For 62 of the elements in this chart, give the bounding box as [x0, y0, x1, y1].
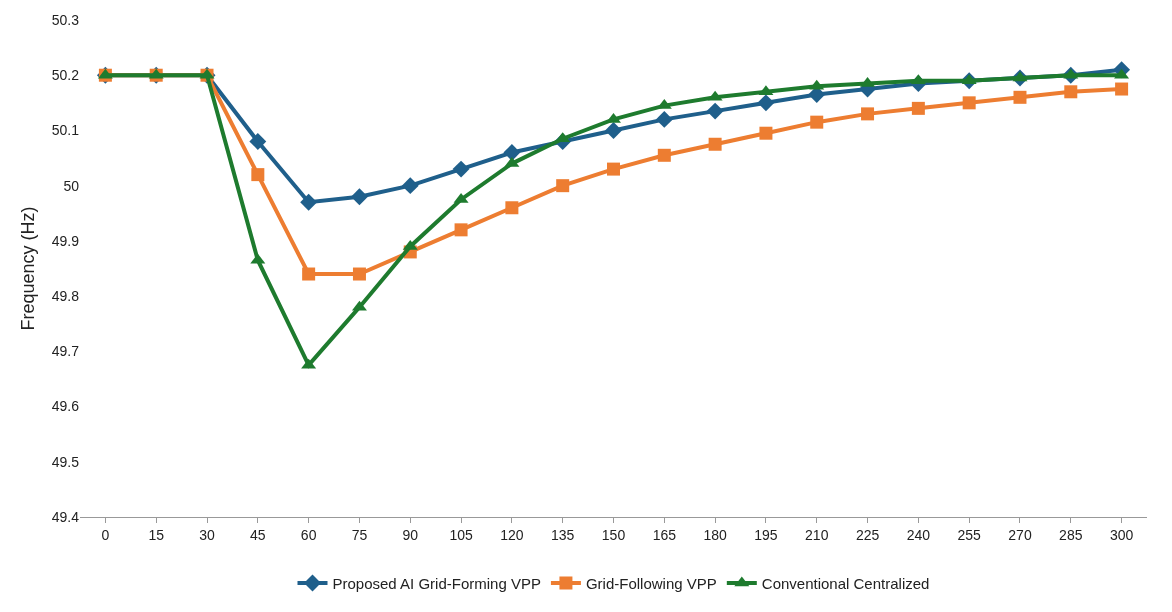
y-tick-label: 50.2: [51, 67, 80, 84]
y-tick-label: 49.9: [51, 232, 80, 249]
point: [505, 201, 519, 215]
y-tick-label: 49.4: [51, 508, 80, 525]
point: [351, 188, 368, 206]
point: [302, 267, 316, 281]
point: [251, 168, 265, 182]
y-tick-label: 50.1: [51, 122, 80, 139]
legend-label: Proposed AI Grid-Forming VPP: [332, 574, 541, 592]
point: [759, 126, 773, 140]
x-tick-label: 240: [906, 526, 931, 543]
x-tick-label: 15: [148, 526, 165, 543]
x-tick-label: 210: [805, 526, 829, 543]
y-tick-label: 49.8: [51, 288, 80, 305]
point: [503, 144, 521, 161]
x-tick-label: 0: [101, 526, 110, 543]
y-tick-label: 49.5: [51, 453, 80, 470]
x-tick-label: 45: [250, 526, 266, 543]
y-axis-title: Frequency (Hz): [18, 206, 38, 331]
point: [300, 193, 318, 211]
x-tick-label: 30: [199, 526, 216, 543]
x-tick-label: 60: [300, 526, 317, 543]
x-tick-label: 120: [500, 526, 524, 543]
y-tick-label: 50.3: [51, 11, 80, 28]
point: [1013, 90, 1027, 104]
x-tick-label: 150: [601, 526, 626, 543]
y-tick-label: 49.7: [51, 343, 80, 360]
y-tick-label: 49.6: [51, 398, 80, 415]
point: [657, 148, 671, 162]
point: [605, 121, 622, 139]
x-tick-label: 135: [551, 526, 575, 543]
point: [708, 137, 722, 151]
x-tick-label: 285: [1059, 526, 1083, 543]
point: [454, 223, 468, 237]
point: [1115, 82, 1129, 96]
point: [249, 133, 267, 150]
point: [911, 101, 925, 115]
x-tick-label: 300: [1109, 526, 1134, 543]
point: [655, 110, 673, 128]
y-tick-label: 50: [63, 177, 80, 194]
point: [352, 267, 366, 281]
point: [1064, 85, 1078, 99]
legend-label: Grid-Following VPP: [585, 574, 717, 592]
point: [401, 177, 419, 195]
x-tick-label: 270: [1008, 526, 1032, 543]
legend-label: Conventional Centralized: [761, 574, 930, 592]
x-tick-label: 180: [703, 526, 728, 543]
point: [556, 179, 570, 193]
x-tick-label: 255: [957, 526, 982, 543]
x-tick-label: 165: [652, 526, 677, 543]
point: [607, 162, 620, 176]
point: [452, 160, 470, 178]
point: [757, 94, 775, 112]
point: [962, 96, 976, 110]
point: [810, 115, 824, 129]
x-tick-label: 75: [351, 526, 368, 543]
point: [706, 102, 724, 120]
point: [861, 107, 875, 121]
x-tick-label: 195: [754, 526, 778, 543]
x-tick-label: 105: [449, 526, 473, 543]
x-tick-label: 90: [402, 526, 419, 543]
x-tick-label: 225: [855, 526, 880, 543]
